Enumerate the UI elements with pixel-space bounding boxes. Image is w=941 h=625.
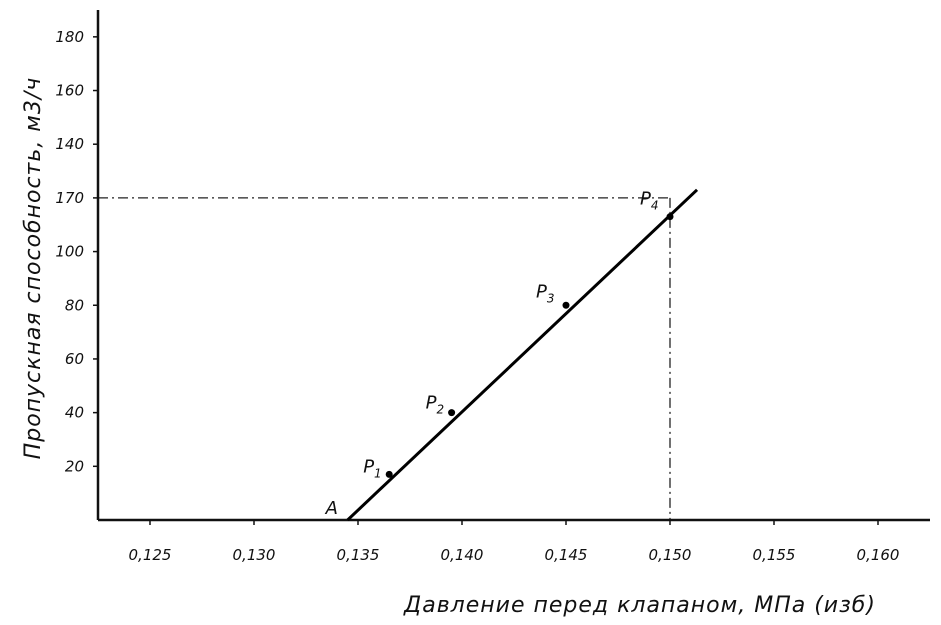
axes	[96, 10, 930, 522]
y-tick-label: 170	[55, 189, 84, 207]
point-label-subscript: 3	[547, 291, 555, 305]
point-label-letter: P	[640, 189, 651, 210]
point-label-letter: P	[426, 393, 437, 414]
point-label: P3	[536, 281, 555, 305]
point-label-subscript: 1	[374, 466, 382, 480]
x-ticks: 0,125 0,130 0,135 0,140 0,145 0,150 0,155 0,160	[129, 520, 900, 564]
point-label-subscript: 2	[436, 403, 444, 417]
data-point	[562, 301, 570, 309]
data-point	[385, 470, 393, 478]
y-tick-label: 80	[65, 296, 84, 314]
reference-lines	[98, 197, 671, 520]
y-axis-title: Пропускная способность, м3/ч	[21, 77, 46, 460]
point-label: P4	[640, 189, 659, 213]
y-tick-label: 160	[55, 82, 84, 100]
x-axis-title: Давление перед клапаном, МПа (изб)	[403, 593, 876, 618]
y-tick-label: 100	[55, 243, 84, 261]
point-label-letter: P	[536, 281, 547, 302]
data-point	[448, 409, 456, 417]
point-label: P1	[363, 456, 382, 480]
x-tick-label: 0,145	[545, 546, 588, 564]
x-tick-label: 0,155	[753, 546, 796, 564]
series	[346, 188, 699, 522]
data-point	[666, 213, 674, 221]
point-label: A	[325, 498, 338, 519]
series-line	[346, 188, 699, 522]
point-label-letter: P	[363, 456, 374, 477]
y-ticks: 20 40 60 80 100 170 140 160 180	[55, 28, 98, 475]
x-tick-label: 0,160	[857, 546, 900, 564]
x-tick-label: 0,125	[129, 546, 172, 564]
point-label: P2	[426, 393, 445, 417]
y-tick-label: 180	[55, 28, 84, 46]
x-tick-label: 0,140	[441, 546, 484, 564]
x-tick-label: 0,150	[649, 546, 692, 564]
x-tick-label: 0,130	[233, 546, 276, 564]
x-tick-label: 0,135	[337, 546, 380, 564]
point-label-letter: A	[325, 498, 338, 519]
y-tick-label: 20	[65, 457, 84, 475]
point-label-subscript: 4	[651, 199, 659, 213]
y-tick-label: 60	[65, 350, 84, 368]
y-tick-label: 40	[65, 404, 84, 422]
y-tick-label: 140	[55, 135, 84, 153]
